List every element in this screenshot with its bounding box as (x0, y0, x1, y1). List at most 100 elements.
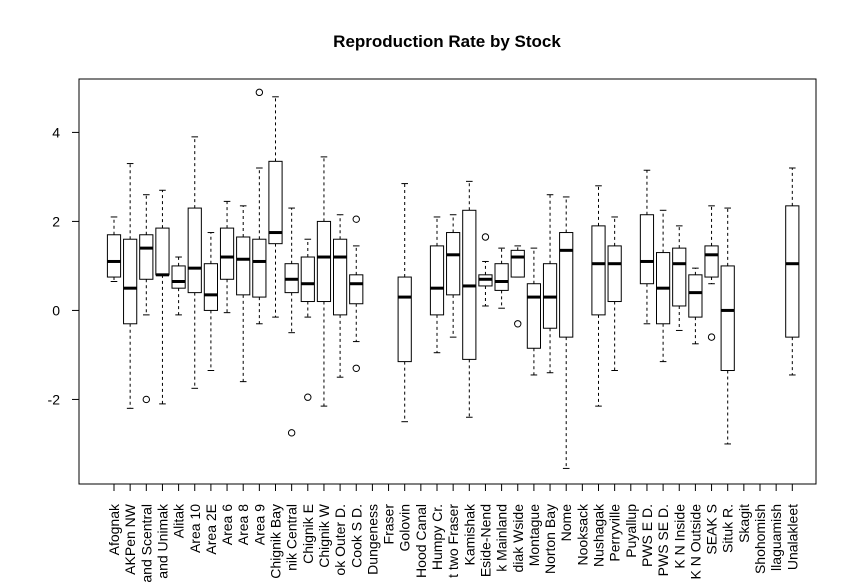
x-tick-label: diak Wside (510, 504, 526, 573)
box-10 (268, 96, 283, 318)
x-tick-label: PWS SE D. (655, 504, 671, 576)
x-tick-label: Situk R. (720, 504, 736, 553)
x-tick-label: Hood Canal (413, 504, 429, 578)
x-tick-label: and Scentral (138, 504, 154, 582)
x-tick-label: K N Outside (687, 504, 703, 580)
box-12 (300, 238, 315, 401)
x-tick-label: Norton Bay (542, 504, 558, 574)
x-tick-label: Montague (526, 504, 542, 566)
iqr-box (607, 245, 622, 303)
x-tick-label: ok Outer D. (332, 504, 348, 576)
x-tick-label: Shohomish (752, 504, 768, 574)
outlier-point (304, 393, 312, 401)
x-tick-label: Fraser (381, 504, 397, 545)
y-tick-label: 4 (52, 124, 60, 140)
x-tick-label: Chignik W (316, 503, 332, 568)
box-15 (349, 215, 364, 372)
x-tick-label: k Mainland (494, 504, 510, 572)
x-tick-label: Area 6 (219, 504, 235, 545)
x-tick-label: Area 2E (203, 504, 219, 555)
box-31 (607, 216, 622, 372)
x-tick-label: Afognak (106, 503, 122, 555)
box-7 (219, 200, 235, 314)
x-tick-label: Area 8 (235, 504, 251, 545)
iqr-box (494, 263, 509, 291)
iqr-box (187, 207, 202, 294)
iqr-box (106, 234, 122, 278)
box-14 (333, 214, 348, 378)
box-11 (284, 207, 299, 437)
iqr-box (429, 245, 445, 316)
x-tick-label: Alitak (171, 503, 187, 538)
y-tick-label: 0 (52, 302, 60, 318)
x-tick-label: Eside-Nend (477, 504, 493, 577)
x-tick-label: Nome (558, 504, 574, 542)
iqr-box (785, 205, 800, 338)
box-24 (494, 247, 509, 309)
x-tick-label: and Unimak (154, 503, 170, 579)
iqr-box (688, 274, 703, 318)
iqr-box (397, 276, 412, 363)
box-30 (591, 185, 606, 407)
box-20 (429, 216, 445, 354)
x-tick-label: Nooksack (574, 503, 590, 565)
x-axis: Afognak AKPen NW and Scentral and Unimak Ali… (106, 483, 800, 582)
x-tick-label: Skagit (736, 504, 752, 543)
iqr-box (672, 247, 687, 307)
x-tick-label: t two Fraser (445, 504, 461, 578)
x-tick-label: PWS E D. (639, 504, 655, 567)
box-9 (252, 88, 267, 325)
iqr-box (510, 249, 525, 278)
x-tick-label: Chignik Bay (268, 504, 284, 579)
box-27 (542, 194, 558, 374)
box-13 (316, 156, 332, 407)
boxes-group (106, 88, 800, 469)
box-25 (510, 245, 525, 328)
box-37 (704, 205, 719, 341)
iqr-box (316, 220, 332, 303)
x-tick-label: nik Central (284, 504, 300, 571)
x-tick-label: K N Inside (671, 504, 687, 569)
box-38 (720, 207, 735, 445)
box-5 (187, 136, 202, 389)
x-tick-label: Cook S D. (348, 504, 364, 568)
iqr-box (720, 265, 735, 372)
x-tick-label: llaguamish (768, 504, 784, 571)
box-18 (397, 183, 412, 423)
box-33 (639, 169, 655, 325)
x-tick-label: Puyallup (623, 504, 639, 558)
iqr-box (704, 245, 719, 278)
box-1 (123, 163, 138, 409)
outlier-point (352, 215, 360, 223)
box-4 (171, 256, 186, 316)
x-tick-label: Area 10 (187, 504, 203, 553)
outlier-point (142, 395, 151, 404)
chart-title: Reproduction Rate by Stock (333, 32, 561, 51)
box-22 (462, 180, 477, 418)
y-tick-label: -2 (48, 391, 61, 407)
iqr-box (171, 265, 186, 289)
box-6 (203, 232, 219, 372)
iqr-box (155, 227, 170, 276)
outlier-point (287, 429, 296, 437)
y-tick-label: 2 (52, 213, 60, 229)
box-34 (656, 209, 671, 363)
y-axis: -2 0 2 4 (48, 124, 80, 407)
box-2 (139, 194, 154, 404)
outlier-point (481, 233, 490, 241)
iqr-box (639, 214, 655, 285)
iqr-box (333, 238, 348, 316)
iqr-box (123, 238, 138, 325)
box-26 (526, 247, 541, 376)
iqr-box (268, 160, 283, 245)
box-8 (236, 205, 251, 383)
x-tick-label: Chignik E (300, 504, 316, 564)
iqr-box (526, 283, 541, 349)
iqr-box (591, 225, 606, 316)
x-tick-label: Area 9 (251, 504, 267, 545)
outlier-point (707, 333, 716, 341)
box-0 (106, 216, 122, 282)
box-35 (672, 225, 687, 331)
iqr-box (139, 234, 154, 280)
